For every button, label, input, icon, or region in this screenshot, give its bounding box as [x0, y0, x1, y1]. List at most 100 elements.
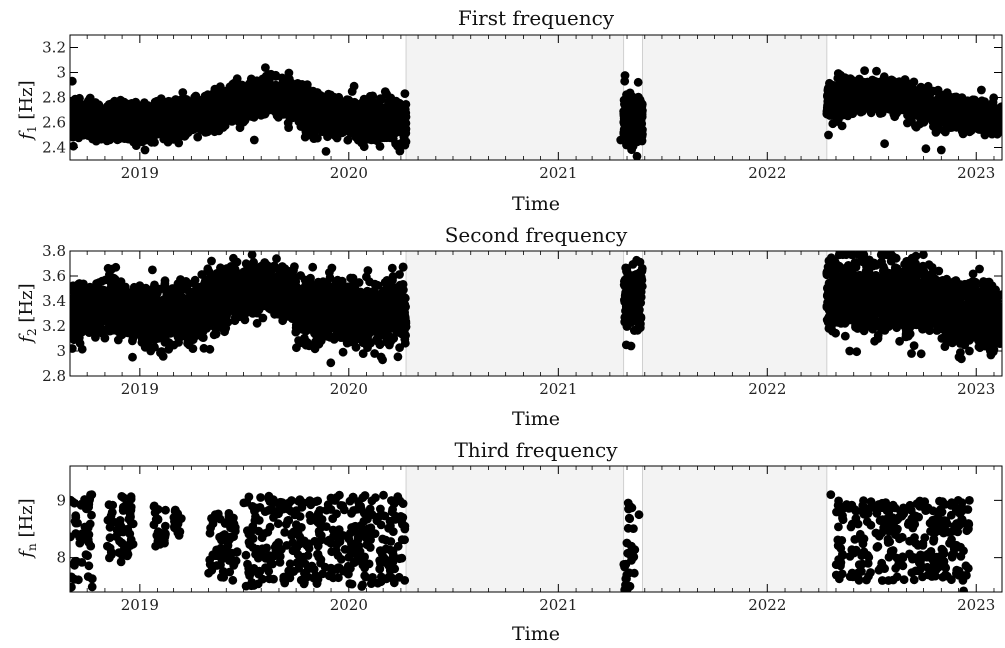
- data-point: [124, 124, 134, 134]
- x-axis-label: Time: [512, 193, 560, 215]
- data-point: [853, 78, 863, 88]
- data-point: [359, 105, 369, 114]
- data-point: [127, 99, 136, 108]
- data-point: [309, 108, 318, 117]
- data-point: [360, 126, 370, 135]
- data-point: [397, 119, 406, 128]
- data-point: [203, 108, 213, 118]
- data-point: [834, 114, 843, 124]
- data-point: [827, 86, 836, 96]
- data-point: [841, 74, 851, 83]
- data-point: [114, 114, 123, 124]
- data-point: [379, 109, 388, 119]
- data-point: [193, 132, 203, 142]
- data-point: [182, 95, 191, 104]
- data-point: [272, 91, 282, 100]
- data-point: [99, 109, 108, 119]
- data-point: [194, 115, 204, 125]
- data-point: [187, 108, 197, 118]
- data-point: [105, 135, 115, 145]
- data-point: [393, 141, 402, 151]
- data-point: [192, 96, 202, 106]
- y-axis-label: f2 [Hz]: [16, 283, 39, 344]
- data-point: [842, 103, 851, 112]
- data-point: [265, 77, 274, 87]
- data-point: [620, 98, 630, 107]
- data-point: [849, 103, 859, 113]
- data-point: [261, 63, 270, 72]
- data-point: [627, 91, 636, 101]
- data-point: [183, 128, 193, 138]
- panel-second-frequency: Second frequency f2 [Hz] Time: [16, 223, 628, 430]
- data-point: [374, 101, 384, 111]
- data-point: [828, 95, 837, 104]
- data-point: [172, 99, 181, 109]
- data-point: [907, 83, 917, 92]
- data-point: [633, 77, 643, 87]
- data-point: [91, 132, 100, 142]
- data-point: [223, 92, 233, 101]
- data-point: [156, 94, 166, 103]
- data-point: [80, 120, 90, 129]
- data-point: [283, 105, 293, 114]
- data-point: [70, 104, 77, 114]
- data-point: [204, 121, 213, 130]
- data-point: [116, 95, 125, 105]
- data-point: [892, 82, 902, 92]
- data-point: [877, 88, 887, 97]
- data-point: [385, 97, 395, 106]
- data-gap: [405, 34, 625, 161]
- y-axis-label: f1 [Hz]: [16, 80, 39, 141]
- data-point: [226, 103, 236, 113]
- data-point: [164, 100, 174, 110]
- data-point: [153, 129, 163, 139]
- data-point: [175, 120, 185, 129]
- data-point: [318, 125, 328, 135]
- data-point: [112, 122, 122, 131]
- x-axis-label: Time: [512, 623, 560, 645]
- data-point: [290, 100, 300, 110]
- chart-title: First frequency: [458, 6, 615, 30]
- data-point: [632, 103, 641, 112]
- data-point: [843, 111, 853, 121]
- data-point: [214, 126, 224, 136]
- data-point: [140, 116, 150, 125]
- data-point: [350, 130, 360, 140]
- data-point: [178, 88, 188, 97]
- data-point: [113, 135, 122, 145]
- data-point: [179, 106, 189, 115]
- data-point: [626, 124, 636, 134]
- data-gap: [641, 34, 828, 161]
- data-point: [236, 89, 246, 99]
- data-point: [335, 116, 345, 126]
- data-point: [375, 142, 385, 151]
- y-axis-label: fn [Hz]: [16, 498, 39, 559]
- data-point: [893, 92, 903, 102]
- data-point: [282, 94, 292, 104]
- panel-third-frequency: Third frequency fn [Hz] Time: [16, 438, 618, 645]
- data-point: [89, 99, 99, 108]
- data-point: [244, 102, 254, 112]
- data-point: [264, 83, 274, 93]
- data-point: [258, 77, 268, 86]
- data-point: [227, 115, 237, 124]
- data-point: [828, 106, 837, 116]
- data-point: [237, 117, 247, 127]
- data-point: [330, 123, 340, 133]
- x-axis-label: Time: [512, 408, 560, 430]
- data-point: [210, 84, 220, 94]
- data-point: [837, 86, 846, 96]
- chart-title: Third frequency: [454, 438, 618, 462]
- data-point: [70, 112, 79, 122]
- data-point: [359, 142, 369, 152]
- data-point: [76, 104, 85, 114]
- chart-title: Second frequency: [445, 223, 628, 247]
- data-point: [266, 100, 276, 110]
- data-point: [876, 99, 886, 108]
- data-point: [293, 89, 303, 99]
- data-point: [132, 126, 142, 136]
- data-point: [228, 82, 238, 92]
- data-point: [400, 140, 410, 150]
- data-point: [889, 109, 899, 119]
